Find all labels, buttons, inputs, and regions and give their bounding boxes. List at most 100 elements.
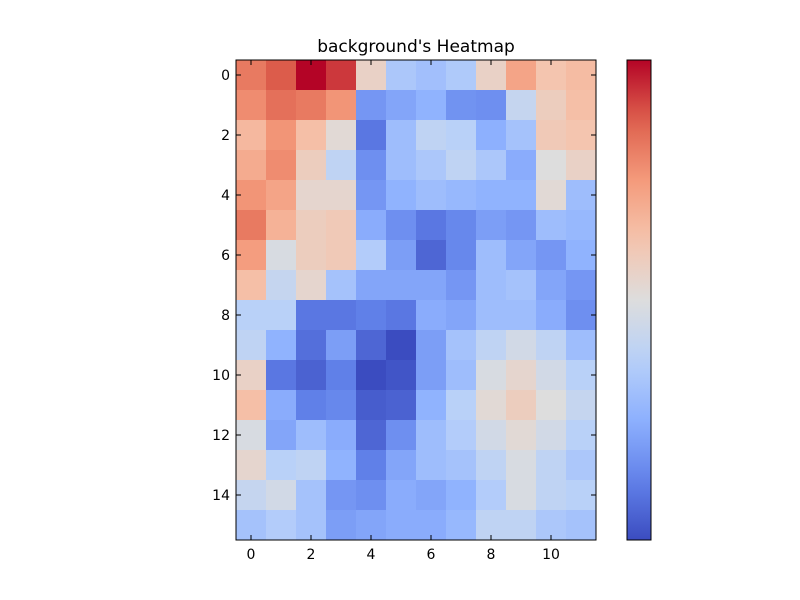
heatmap-cell — [266, 510, 297, 541]
heatmap-cell — [536, 270, 567, 301]
heatmap-cell — [446, 330, 477, 361]
heatmap-cell — [386, 120, 417, 151]
heatmap-cell — [386, 480, 417, 511]
heatmap-cell — [236, 150, 267, 181]
heatmap-cell — [386, 300, 417, 331]
heatmap-cell — [536, 240, 567, 271]
heatmap-cell — [356, 420, 387, 451]
heatmap-cell — [326, 300, 357, 331]
heatmap-cell — [326, 60, 357, 91]
heatmap-cell — [356, 360, 387, 391]
heatmap-cell — [506, 420, 537, 451]
heatmap-cell — [266, 360, 297, 391]
heatmap-cell — [326, 480, 357, 511]
x-tick-label: 4 — [367, 547, 376, 563]
heatmap-cell — [236, 90, 267, 121]
heatmap-cell — [356, 120, 387, 151]
heatmap-cell — [356, 180, 387, 211]
heatmap-cell — [446, 360, 477, 391]
heatmap-cell — [416, 330, 447, 361]
heatmap-cell — [476, 360, 507, 391]
heatmap-cell — [416, 180, 447, 211]
heatmap-cell — [236, 390, 267, 421]
heatmap-cell — [296, 120, 327, 151]
heatmap-cell — [476, 90, 507, 121]
heatmap-cell — [416, 390, 447, 421]
y-tick-label: 14 — [212, 488, 230, 504]
heatmap-cell — [266, 480, 297, 511]
heatmap-cell — [416, 90, 447, 121]
heatmap-cell — [446, 60, 477, 91]
heatmap-cell — [446, 300, 477, 331]
heatmap-cell — [236, 360, 267, 391]
heatmap-cell — [476, 240, 507, 271]
heatmap-cell — [566, 330, 597, 361]
heatmap-cell — [476, 450, 507, 481]
heatmap-cell — [326, 510, 357, 541]
heatmap-cell — [416, 420, 447, 451]
heatmap-cell — [506, 150, 537, 181]
heatmap-cell — [536, 150, 567, 181]
y-tick-label: 6 — [221, 248, 230, 264]
heatmap-cell — [326, 210, 357, 241]
heatmap-cell — [326, 90, 357, 121]
heatmap-cell — [326, 120, 357, 151]
heatmap-cell — [506, 330, 537, 361]
heatmap-cell — [386, 210, 417, 241]
heatmap-cell — [296, 390, 327, 421]
heatmap-cell — [326, 390, 357, 421]
heatmap-cell — [236, 480, 267, 511]
heatmap-cell — [476, 60, 507, 91]
heatmap-cell — [416, 210, 447, 241]
heatmap-cell — [266, 180, 297, 211]
heatmap-cell — [506, 270, 537, 301]
heatmap-cell — [476, 150, 507, 181]
heatmap-cell — [416, 150, 447, 181]
heatmap-cell — [476, 180, 507, 211]
heatmap-cell — [356, 60, 387, 91]
y-tick-label: 4 — [221, 188, 230, 204]
heatmap-cell — [446, 90, 477, 121]
heatmap-cell — [506, 240, 537, 271]
x-tick-label: 8 — [487, 547, 496, 563]
heatmap-cell — [236, 330, 267, 361]
heatmap-cell — [506, 120, 537, 151]
heatmap-cell — [476, 120, 507, 151]
heatmap-cell — [236, 300, 267, 331]
heatmap-cell — [446, 270, 477, 301]
heatmap-cell — [566, 210, 597, 241]
heatmap-cells — [236, 60, 597, 541]
heatmap-cell — [476, 480, 507, 511]
heatmap-cell — [416, 480, 447, 511]
heatmap-cell — [296, 330, 327, 361]
heatmap-cell — [476, 390, 507, 421]
heatmap-cell — [536, 390, 567, 421]
heatmap-cell — [536, 480, 567, 511]
heatmap-cell — [536, 90, 567, 121]
x-tick-label: 2 — [307, 547, 316, 563]
heatmap-cell — [296, 180, 327, 211]
heatmap-cell — [446, 480, 477, 511]
heatmap-cell — [326, 270, 357, 301]
heatmap-cell — [506, 60, 537, 91]
heatmap-cell — [386, 60, 417, 91]
heatmap-cell — [386, 240, 417, 271]
heatmap-cell — [266, 300, 297, 331]
heatmap-cell — [266, 90, 297, 121]
y-tick-label: 8 — [221, 308, 230, 324]
y-tick-label: 2 — [221, 128, 230, 144]
heatmap-cell — [566, 510, 597, 541]
heatmap-cell — [356, 240, 387, 271]
heatmap-cell — [536, 300, 567, 331]
heatmap-cell — [416, 240, 447, 271]
heatmap-cell — [236, 450, 267, 481]
heatmap-cell — [506, 390, 537, 421]
heatmap-cell — [446, 420, 477, 451]
heatmap-cell — [446, 450, 477, 481]
heatmap-cell — [536, 120, 567, 151]
heatmap-cell — [386, 150, 417, 181]
heatmap-cell — [236, 210, 267, 241]
heatmap-cell — [566, 270, 597, 301]
heatmap-cell — [446, 240, 477, 271]
heatmap-cell — [266, 150, 297, 181]
